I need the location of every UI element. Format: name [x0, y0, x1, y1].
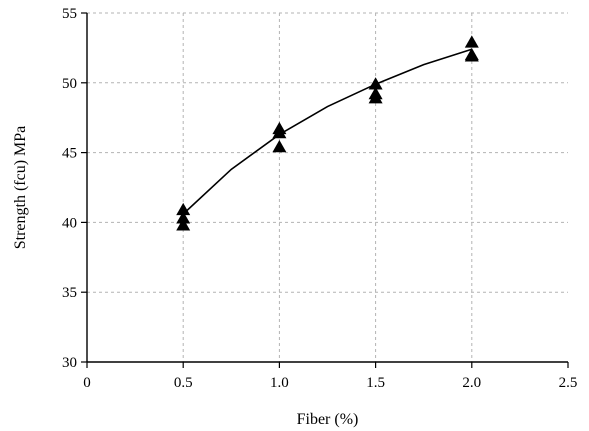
x-tick-label: 2.5	[559, 375, 578, 391]
x-tick-label: 0	[83, 375, 91, 391]
y-tick-label: 50	[62, 76, 77, 92]
y-tick-label: 35	[62, 285, 77, 301]
data-point-triangle	[176, 218, 191, 231]
data-point-triangle	[176, 211, 191, 224]
trend-layer	[182, 48, 473, 215]
data-point-triangle	[368, 77, 383, 90]
x-axis-label: Fiber (%)	[297, 411, 359, 428]
y-tick-label: 55	[62, 6, 77, 22]
data-point-triangle	[176, 202, 191, 216]
axes-layer	[86, 13, 568, 363]
y-tick-label: 40	[62, 215, 77, 231]
data-point-triangle	[272, 126, 287, 139]
data-point-triangle	[464, 49, 479, 62]
y-axis-label: Strength (fcu) MPa	[12, 126, 29, 250]
data-point-triangle	[272, 140, 287, 153]
ticks-layer: 0 0.5 1.0 1.5 2.0 2.5 30 35 40 45 50 55	[62, 6, 577, 391]
data-point-triangle	[464, 35, 479, 48]
marks-layer	[176, 35, 479, 231]
y-tick-label: 45	[62, 146, 77, 162]
grid-layer	[87, 12, 568, 362]
x-tick-label: 0.5	[174, 375, 193, 391]
x-tick-label: 1.0	[270, 375, 289, 391]
x-tick-label: 2.0	[462, 375, 481, 391]
x-tick-label: 1.5	[366, 375, 385, 391]
trend-curve	[182, 48, 473, 215]
y-tick-label: 30	[62, 355, 77, 371]
data-point-triangle	[368, 91, 383, 104]
